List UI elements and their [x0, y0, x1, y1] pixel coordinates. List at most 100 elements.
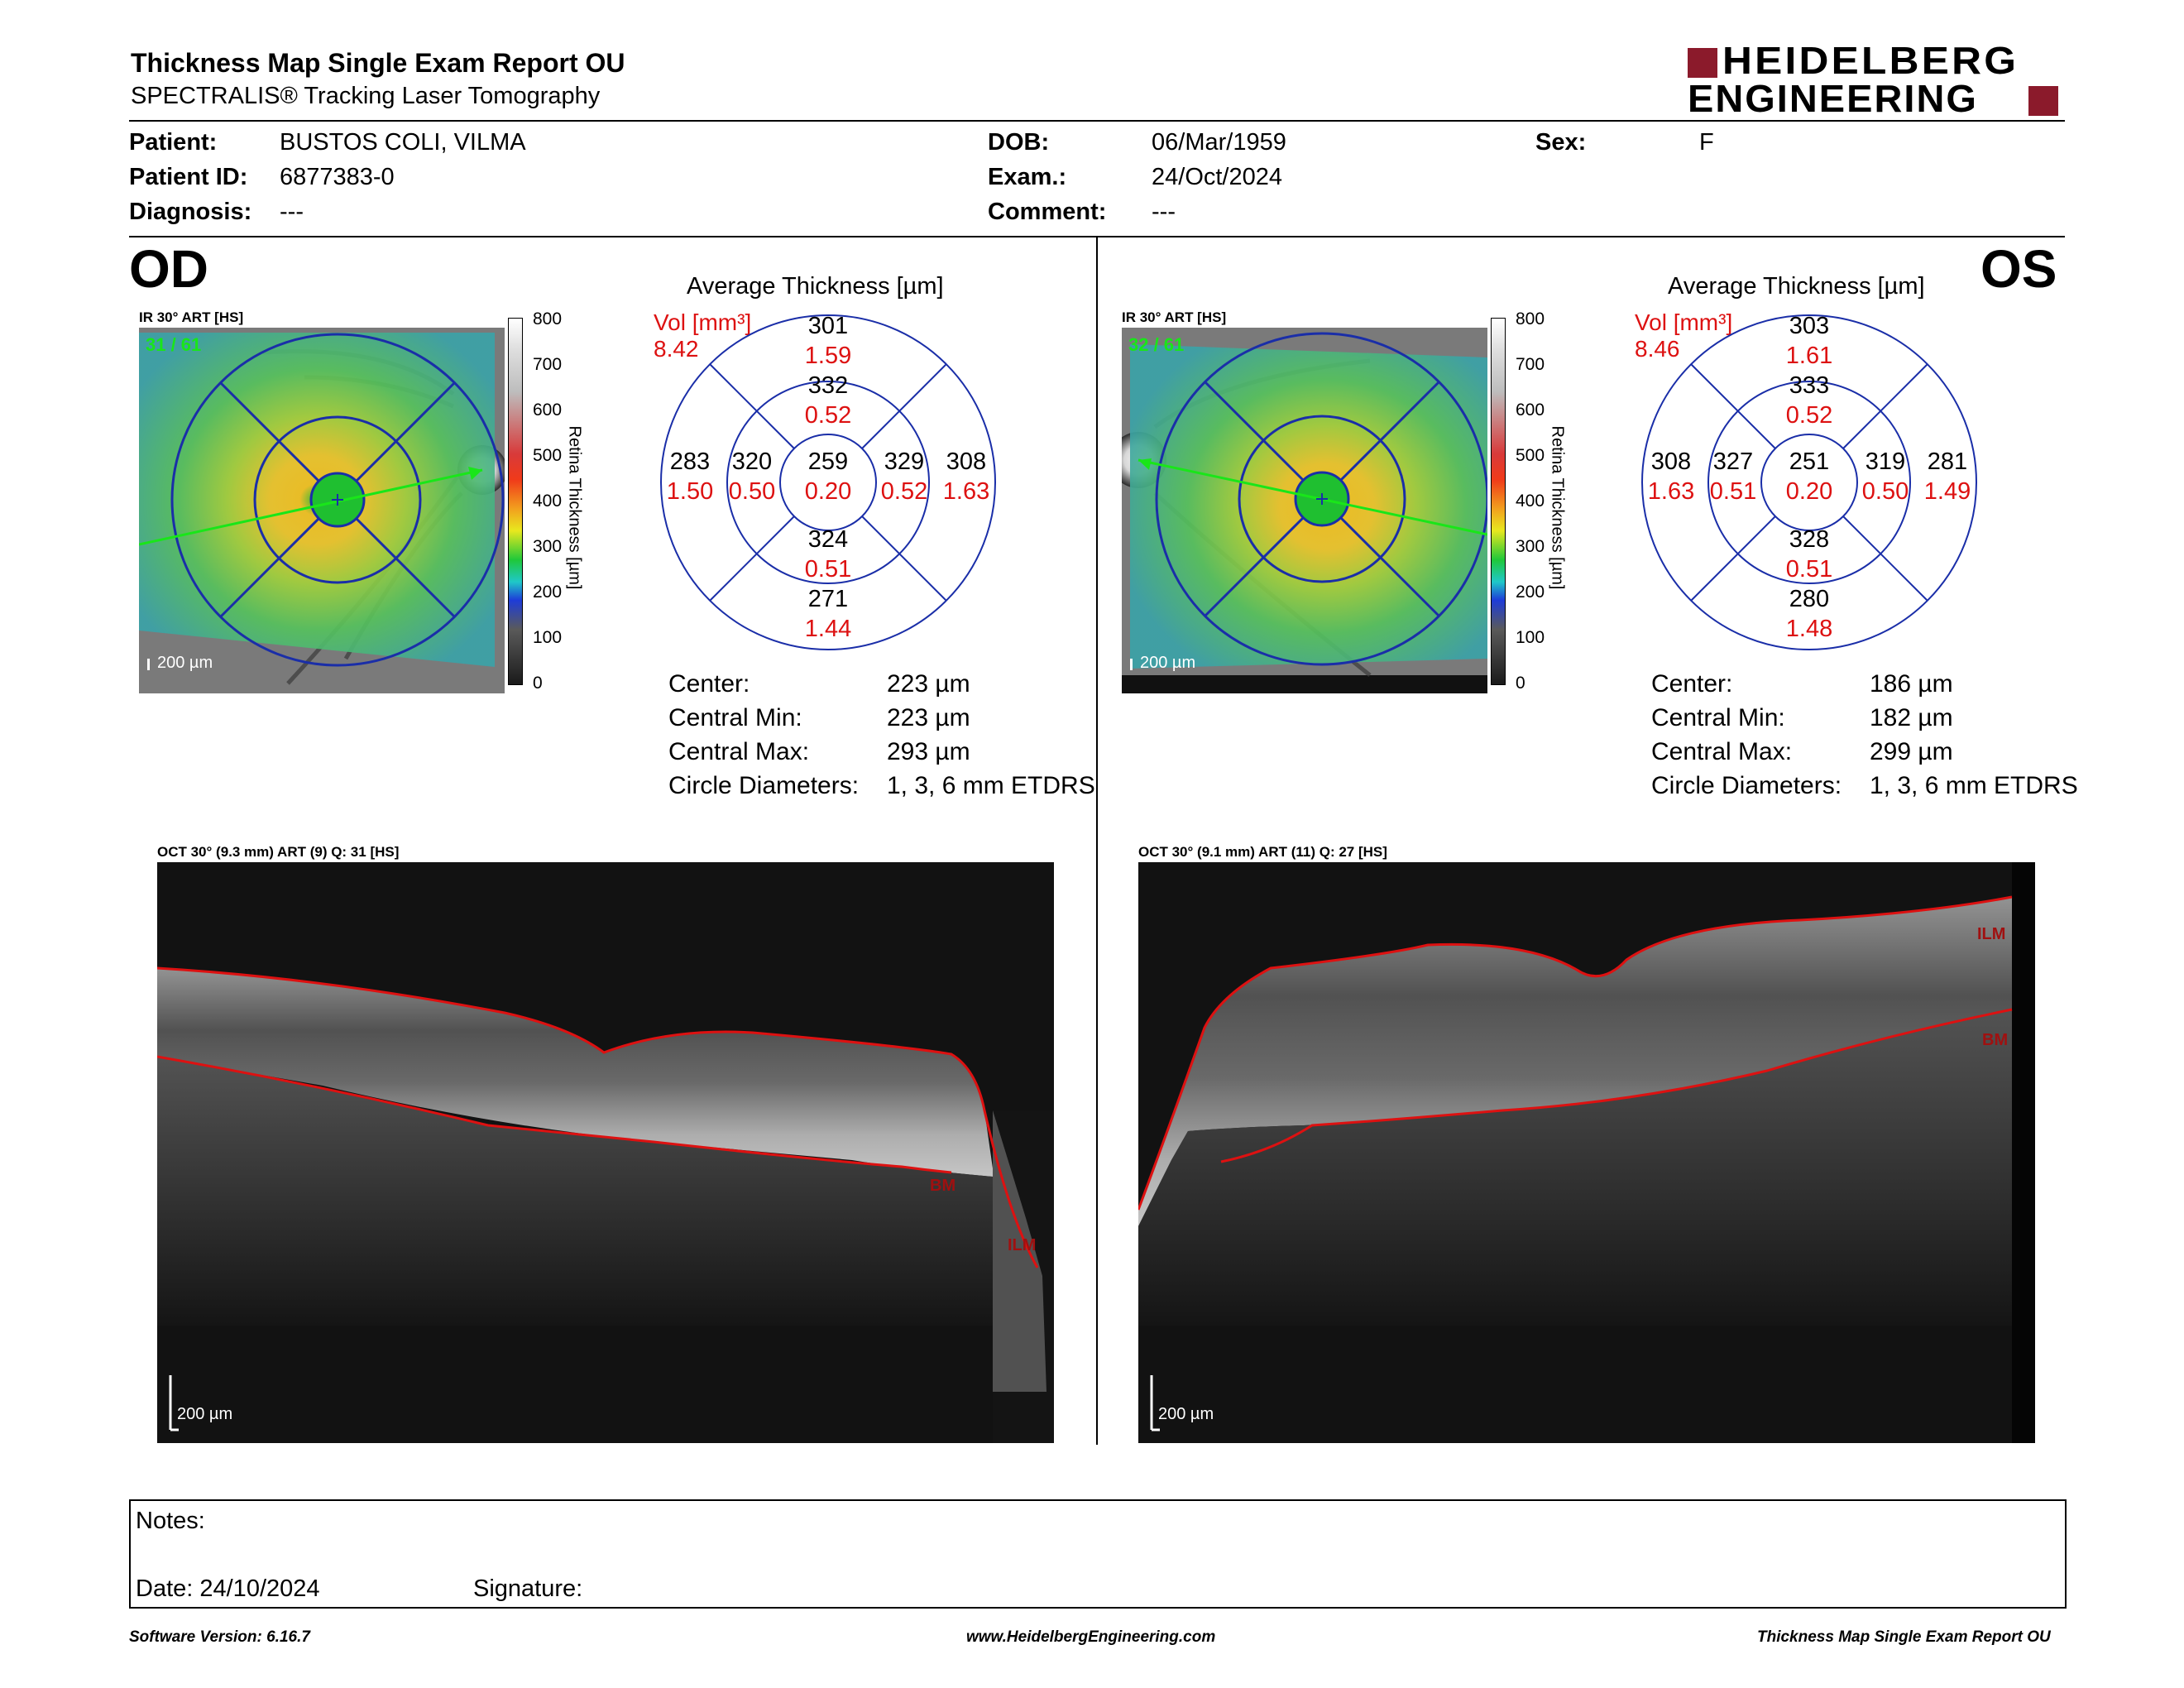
os-outer-superior-volume: 1.61 [1785, 343, 1833, 369]
os-colorbar-tick: 300 [1516, 537, 1545, 556]
od-layer-bm-label: BM [930, 1177, 956, 1195]
signature-label: Signature: [473, 1575, 583, 1602]
os-central-max-value: 299 µm [1870, 738, 1953, 765]
os-eye-label: OS [1980, 239, 2057, 299]
os-inner-right-volume: 0.50 [1861, 478, 1909, 505]
od-central-min-label: Central Min: [668, 704, 802, 731]
od-colorbar-tick: 500 [533, 446, 563, 465]
header-divider [129, 120, 2065, 122]
os-central-min-value: 182 µm [1870, 704, 1953, 731]
os-etdrs-grid: 251 0.20 333 0.52 328 0.51 327 0.51 319 … [1640, 313, 1979, 652]
os-inner-left-thickness: 327 [1712, 448, 1754, 475]
report-subtitle: SPECTRALIS® Tracking Laser Tomography [131, 83, 601, 109]
os-colorbar-tick: 0 [1516, 674, 1525, 693]
os-inner-superior-volume: 0.52 [1785, 402, 1833, 429]
os-ir-thickness-map: 32 / 61 200 µm [1122, 328, 1487, 693]
od-inner-inferior-volume: 0.51 [804, 556, 852, 583]
report-title: Thickness Map Single Exam Report OU [131, 48, 625, 78]
exam-value: 24/Oct/2024 [1152, 164, 1282, 190]
od-avg-title: Average Thickness [µm] [687, 273, 944, 300]
od-layer-ilm-label: ILM [1008, 1236, 1037, 1254]
logo-square-top [1688, 48, 1717, 78]
os-inner-inferior-thickness: 328 [1789, 526, 1830, 553]
od-colorbar-tick: 0 [533, 674, 543, 693]
sex-label: Sex: [1535, 129, 1587, 156]
os-colorbar-tick: 100 [1516, 628, 1545, 647]
os-colorbar: 800 700 600 500 400 300 200 100 0 Retina… [1491, 309, 1567, 693]
os-colorbar-title: Retina Thickness [µm] [1548, 425, 1567, 590]
notes-box[interactable]: Notes: Date: 24/10/2024 Signature: [129, 1499, 2067, 1609]
logo-text-top: HEIDELBERG [1722, 39, 2019, 82]
patient-id-label: Patient ID: [129, 164, 248, 190]
dob-label: DOB: [988, 129, 1050, 156]
os-outer-inferior-volume: 1.48 [1785, 616, 1833, 642]
os-oct-scale-label: 200 µm [1158, 1405, 1214, 1423]
os-frame-count: 32 / 61 [1128, 334, 1185, 355]
od-scale-label: 200 µm [157, 654, 213, 672]
od-colorbar-tick: 700 [533, 355, 563, 374]
heidelberg-logo: HEIDELBERG ENGINEERING [1688, 40, 2068, 120]
comment-value: --- [1152, 199, 1176, 225]
os-center-volume: 0.20 [1785, 478, 1833, 505]
od-etdrs-grid: 259 0.20 332 0.52 324 0.51 320 0.50 329 … [659, 313, 998, 652]
diagnosis-value: --- [280, 199, 304, 225]
os-avg-title: Average Thickness [µm] [1668, 273, 1925, 300]
os-outer-right-volume: 1.49 [1923, 478, 1971, 505]
od-outer-superior-thickness: 301 [807, 313, 849, 339]
logo-square-bottom [2028, 86, 2058, 116]
os-layer-ilm-label: ILM [1977, 925, 2006, 943]
od-outer-left-volume: 1.50 [666, 478, 714, 505]
footer-software-version: Software Version: 6.16.7 [129, 1628, 310, 1646]
od-vol-label: Vol [mm³] [654, 309, 752, 335]
footer-website[interactable]: www.HeidelbergEngineering.com [966, 1628, 1216, 1646]
od-center-label: Center: [668, 670, 750, 698]
logo-text-bottom: ENGINEERING [1688, 77, 1978, 120]
od-outer-superior-volume: 1.59 [804, 343, 852, 369]
od-center-volume: 0.20 [804, 478, 852, 505]
center-divider [1096, 237, 1098, 1445]
od-colorbar-title: Retina Thickness [µm] [565, 425, 584, 590]
os-central-min-label: Central Min: [1651, 704, 1785, 731]
od-circle-diameters-value: 1, 3, 6 mm ETDRS [887, 772, 1095, 799]
od-colorbar-gradient [508, 318, 523, 685]
os-inner-superior-thickness: 333 [1789, 372, 1830, 399]
od-frame-count: 31 / 61 [146, 334, 202, 355]
os-outer-superior-thickness: 303 [1789, 313, 1830, 339]
od-scale-bar [147, 659, 150, 670]
os-inner-left-volume: 0.51 [1709, 478, 1757, 505]
diagnosis-label: Diagnosis: [129, 199, 252, 225]
footer-report-name: Thickness Map Single Exam Report OU [1757, 1628, 2051, 1646]
od-oct-bscan: 200 µm BM ILM [157, 862, 1054, 1443]
os-scale-bar [1130, 659, 1133, 670]
os-outer-inferior-thickness: 280 [1789, 586, 1830, 612]
od-ir-thickness-map: 31 / 61 200 µm [139, 328, 505, 693]
patient-name: BUSTOS COLI, VILMA [280, 129, 526, 156]
od-central-min-value: 223 µm [887, 704, 970, 731]
od-colorbar-tick: 400 [533, 492, 563, 511]
od-outer-inferior-thickness: 271 [807, 586, 849, 612]
os-colorbar-tick: 800 [1516, 309, 1545, 328]
od-ir-label: IR 30° ART [HS] [139, 309, 244, 325]
os-outer-left-volume: 1.63 [1647, 478, 1695, 505]
os-center-label: Center: [1651, 670, 1733, 698]
os-circle-diameters-label: Circle Diameters: [1651, 772, 1842, 799]
od-vol-value: 8.42 [654, 336, 699, 362]
od-central-max-value: 293 µm [887, 738, 970, 765]
os-colorbar-tick: 200 [1516, 583, 1545, 602]
od-colorbar-tick: 200 [533, 583, 563, 602]
od-oct-label: OCT 30° (9.3 mm) ART (9) Q: 31 [HS] [157, 844, 400, 860]
od-oct-scale-label: 200 µm [177, 1405, 233, 1423]
od-outer-right-thickness: 308 [946, 448, 987, 475]
od-center-thickness: 259 [807, 448, 849, 475]
od-colorbar-tick: 800 [533, 309, 563, 328]
os-circle-diameters-value: 1, 3, 6 mm ETDRS [1870, 772, 2078, 799]
os-outer-right-thickness: 281 [1927, 448, 1968, 475]
os-central-max-label: Central Max: [1651, 738, 1793, 765]
os-colorbar-tick: 600 [1516, 400, 1545, 420]
patient-label: Patient: [129, 129, 218, 156]
notes-label: Notes: [136, 1508, 205, 1534]
od-colorbar-tick: 100 [533, 628, 563, 647]
date-label: Date: 24/10/2024 [136, 1575, 320, 1602]
os-inner-right-thickness: 319 [1865, 448, 1906, 475]
od-center-value: 223 µm [887, 670, 970, 698]
